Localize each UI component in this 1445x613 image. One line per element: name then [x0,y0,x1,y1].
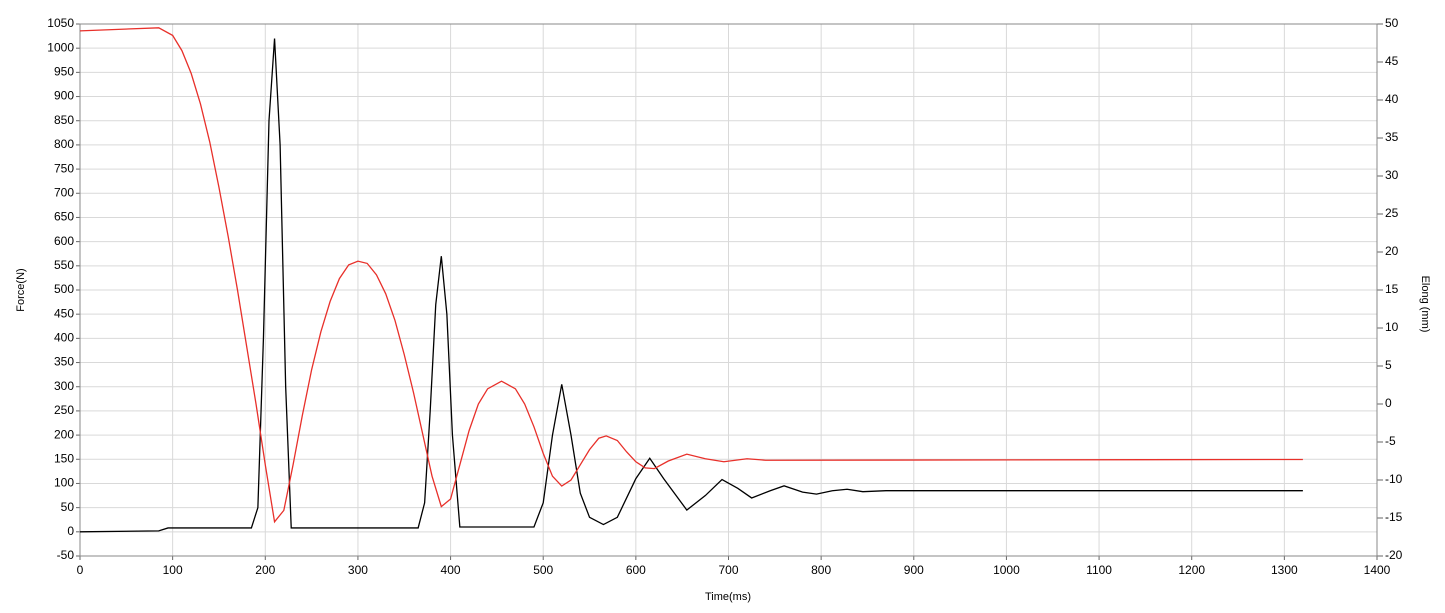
y2-tick-label: 50 [1385,16,1399,30]
data-line [79,27,1303,524]
y-tick-label: 600 [54,234,74,248]
x-tick-label: 200 [255,563,275,577]
y2-tick-label: 5 [1385,358,1392,372]
y-tick-label: 500 [54,282,74,296]
y-tick-label: 300 [54,379,74,393]
y-tick-label: 550 [54,258,74,272]
y2-tick-label: 20 [1385,244,1399,258]
y-tick-label: 1050 [47,16,74,30]
y-tick-label: 450 [54,306,74,320]
x-tick-label: 800 [811,563,831,577]
x-tick-label: 1300 [1271,563,1298,577]
x-tick-label: 1400 [1364,563,1391,577]
x-tick-label: 300 [348,563,368,577]
x-axis-title: Time(ms) [705,591,751,603]
y2-tick-label: -20 [1385,548,1403,562]
x-tick-label: 600 [626,563,646,577]
data-line [79,38,1303,533]
y-tick-label: 350 [54,355,74,369]
y2-tick-label: 0 [1385,396,1392,410]
y2-tick-label: -15 [1385,510,1403,524]
y-tick-label: 250 [54,403,74,417]
x-tick-label: 500 [533,563,553,577]
x-tick-label: 1000 [993,563,1020,577]
y-tick-label: 150 [54,451,74,465]
x-tick-label: 700 [718,563,738,577]
x-tick-label: 1200 [1178,563,1205,577]
y-tick-label: 0 [67,524,74,538]
y-axis-title: Force(N) [15,268,27,311]
y-tick-label: -50 [57,548,75,562]
y2-tick-label: -10 [1385,472,1403,486]
x-tick-label: 1100 [1086,563,1112,577]
x-tick-label: 900 [904,563,924,577]
y2-tick-label: 25 [1385,206,1399,220]
y-tick-label: 950 [54,65,74,79]
y2-tick-label: -5 [1385,434,1396,448]
y-tick-label: 1000 [47,40,74,54]
y-tick-label: 700 [54,185,74,199]
y2-tick-label: 15 [1385,282,1399,296]
x-tick-label: 0 [77,563,84,577]
y-tick-label: 50 [61,500,75,514]
y-tick-label: 850 [54,113,74,127]
y2-tick-label: 30 [1385,168,1399,182]
y-tick-label: 400 [54,331,74,345]
x-tick-label: 400 [441,563,461,577]
y2-tick-label: 45 [1385,54,1399,68]
y-tick-label: 650 [54,210,74,224]
y-tick-label: 750 [54,161,74,175]
y-tick-label: 100 [54,476,74,490]
y-tick-label: 200 [54,427,74,441]
y2-tick-label: 35 [1385,130,1399,144]
y-tick-label: 800 [54,137,74,151]
x-tick-label: 100 [163,563,183,577]
y2-axis-title: Elong (mm) [1419,276,1431,333]
y2-tick-label: 40 [1385,92,1399,106]
y2-tick-label: 10 [1385,320,1399,334]
y-tick-label: 900 [54,89,74,103]
plot-border [79,23,1378,557]
